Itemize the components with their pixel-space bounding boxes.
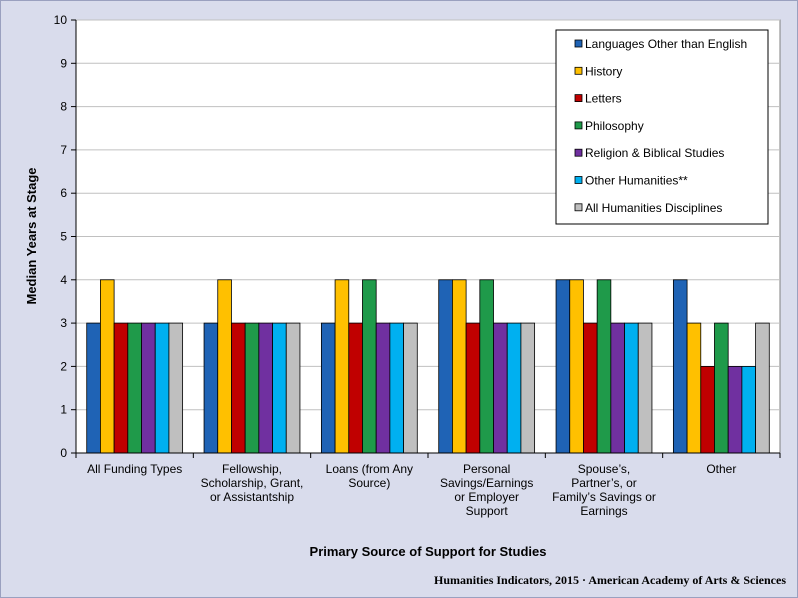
x-tick-label-line: Support: [466, 504, 509, 518]
bar: [727, 365, 743, 454]
x-tick-label: All Funding Types: [87, 462, 182, 476]
y-tick-labels: 0 1 2 3 4 5 6 7 8 9 10: [54, 13, 76, 460]
bar: [389, 322, 404, 454]
bar: [362, 279, 377, 454]
x-tick-label-line: Source): [348, 476, 390, 490]
bar: [479, 279, 494, 454]
bar: [258, 322, 273, 454]
bar: [672, 279, 688, 454]
bar: [403, 322, 418, 454]
legend-swatch: [574, 176, 583, 184]
y-axis-title: Median Years at Stage: [24, 167, 39, 304]
y-tick-label: 9: [60, 56, 67, 70]
bar: [714, 322, 729, 454]
bar: [154, 322, 170, 454]
bar: [203, 322, 219, 454]
legend-swatch: [574, 94, 583, 102]
bars: [86, 279, 770, 454]
bar: [320, 322, 336, 454]
legend-label: Philosophy: [585, 119, 644, 133]
legend: Languages Other than English History Lette…: [555, 29, 769, 225]
bar: [285, 322, 301, 454]
bar: [610, 322, 625, 454]
x-tick-label-line: Family’s Savings or: [552, 490, 656, 504]
bar: [244, 322, 260, 454]
x-tick-labels: All Funding Types Fellowship, Scholarship,…: [75, 453, 781, 518]
x-tick-label-line: Earnings: [580, 504, 627, 518]
y-tick-label: 5: [60, 230, 67, 244]
bar: [755, 322, 770, 454]
legend-label: Letters: [585, 92, 622, 106]
y-tick-label: 3: [60, 316, 67, 330]
y-tick-label: 6: [60, 186, 67, 200]
legend-swatch: [574, 39, 583, 48]
bar: [520, 322, 536, 454]
legend-box: [555, 29, 769, 225]
bar: [555, 279, 571, 454]
y-tick-label: 8: [60, 100, 67, 114]
bar: [141, 322, 156, 454]
bar: [637, 322, 653, 454]
legend-label: Languages Other than English: [585, 37, 747, 51]
x-tick-label-line: Spouse’s,: [578, 462, 630, 476]
x-tick-label-line: Loans (from Any: [326, 462, 413, 476]
bar: [334, 279, 350, 454]
legend-swatch: [574, 121, 583, 130]
bar: [700, 365, 715, 454]
x-tick-label-line: All Funding Types: [87, 462, 182, 476]
x-tick-label-line: Personal: [463, 462, 510, 476]
legend-swatch: [574, 66, 583, 75]
y-tick-label: 2: [60, 359, 67, 373]
bar: [375, 322, 391, 454]
legend-swatch: [574, 203, 583, 212]
legend-label: All Humanities Disciplines: [585, 201, 722, 215]
x-tick-label-line: Partner’s, or: [571, 476, 637, 490]
bar: [127, 322, 142, 454]
x-tick-label: Personal Savings/Earnings or Employer Suppo…: [440, 462, 533, 518]
bar: [686, 322, 702, 454]
x-tick-label-line: or Assistantship: [210, 490, 294, 504]
x-tick-label-line: Scholarship, Grant,: [201, 476, 304, 490]
bar: [741, 365, 756, 454]
bar: [583, 322, 598, 454]
x-tick-label-line: Other: [706, 462, 736, 476]
bar: [624, 322, 639, 454]
legend-swatch: [574, 148, 583, 157]
bar: [452, 279, 467, 454]
x-tick-label-line: Fellowship,: [222, 462, 282, 476]
bar: [113, 322, 129, 454]
legend-label: Other Humanities**: [585, 174, 688, 188]
y-tick-label: 7: [60, 143, 67, 157]
bar: [348, 322, 363, 454]
x-tick-label-line: Savings/Earnings: [440, 476, 533, 490]
bar: [493, 322, 508, 454]
bar: [168, 322, 184, 454]
y-tick-label: 4: [60, 273, 67, 287]
bar: [506, 322, 522, 454]
bar: [272, 322, 287, 454]
x-tick-label: Other: [706, 462, 736, 476]
y-tick-label: 0: [60, 446, 67, 460]
bar: [569, 279, 584, 454]
x-tick-label-line: or Employer: [454, 490, 519, 504]
bar: [100, 279, 115, 454]
bar: [438, 279, 453, 454]
y-tick-label: 10: [54, 13, 68, 27]
bar: [217, 279, 232, 454]
bar: [86, 322, 101, 454]
bar: [231, 322, 246, 454]
x-tick-label: Fellowship, Scholarship, Grant, or Assista…: [201, 462, 304, 504]
bar: [465, 322, 481, 454]
credit-line: Humanities Indicators, 2015 · American A…: [434, 573, 786, 587]
x-tick-label: Loans (from Any Source): [326, 462, 413, 490]
x-tick-label: Spouse’s, Partner’s, or Family’s Savings o…: [552, 462, 656, 518]
y-tick-label: 1: [60, 403, 67, 417]
legend-label: History: [585, 64, 622, 78]
bar: [596, 279, 612, 454]
legend-label: Religion & Biblical Studies: [585, 146, 724, 160]
x-axis-title: Primary Source of Support for Studies: [310, 544, 547, 559]
